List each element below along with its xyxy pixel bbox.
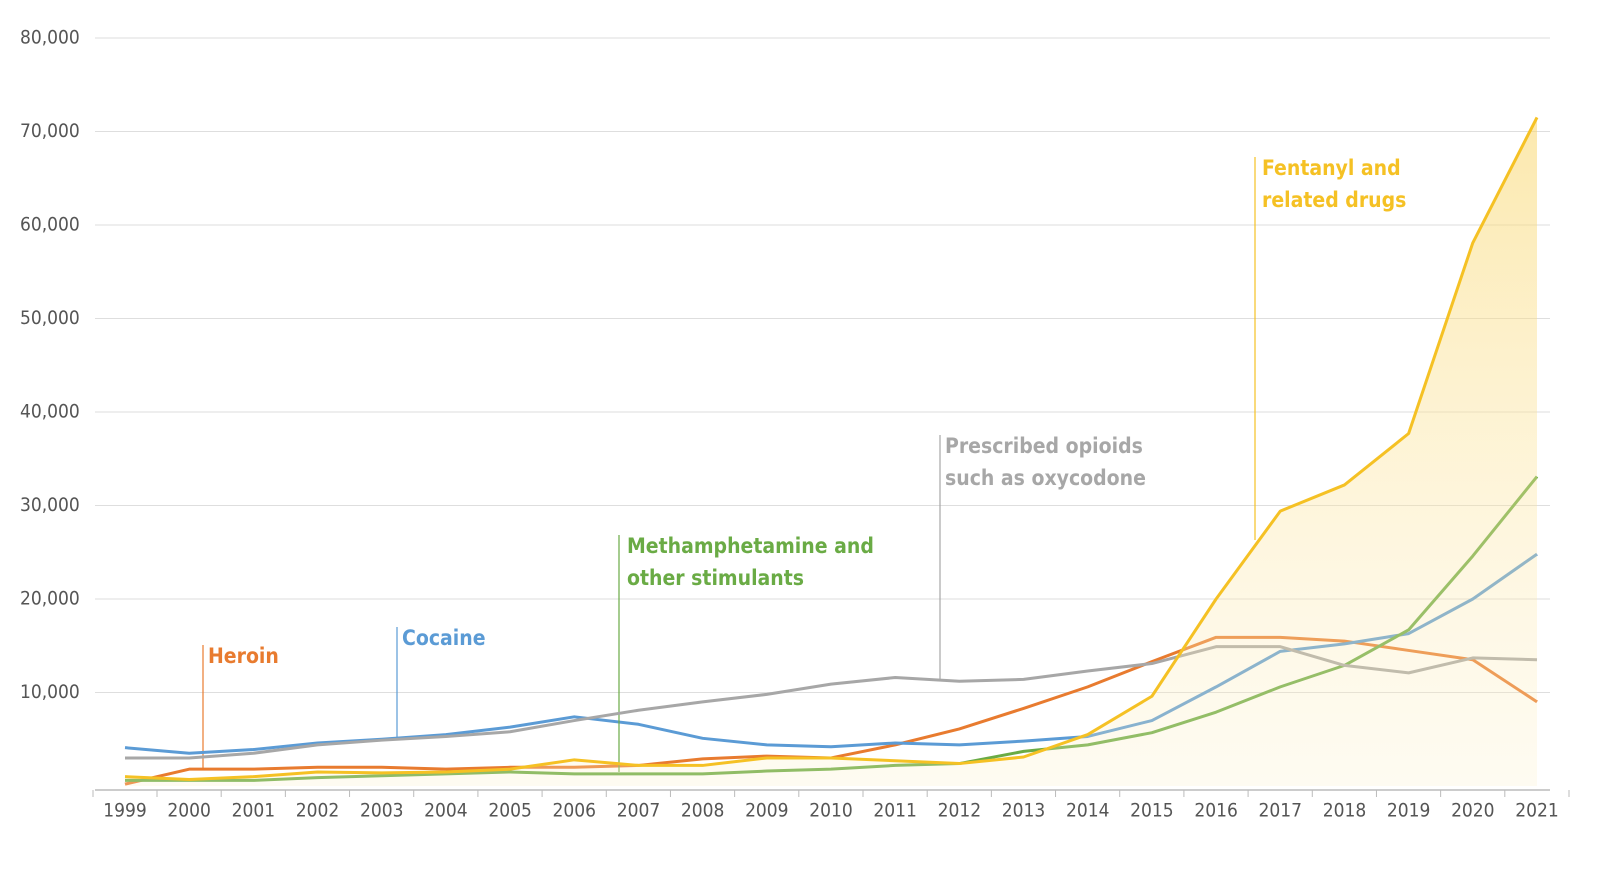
x-tick-label: 2005 [488, 800, 532, 822]
series-label: Methamphetamine and other stimulants [627, 534, 874, 590]
x-tick-label: 2007 [617, 800, 661, 822]
x-tick-label: 2008 [681, 800, 725, 822]
x-tick-label: 2015 [1130, 800, 1174, 822]
x-tick-label: 2004 [424, 800, 468, 822]
series-line [124, 116, 1539, 781]
x-tick-label: 2009 [745, 800, 789, 822]
x-tick-label: 2021 [1515, 800, 1559, 822]
y-tick-label: 10,000 [20, 681, 80, 703]
x-tick-label: 2014 [1066, 800, 1110, 822]
y-tick-label: 30,000 [20, 494, 80, 516]
y-tick-label: 70,000 [20, 120, 80, 142]
x-tick-label: 2006 [553, 800, 597, 822]
x-tick-label: 2003 [360, 800, 404, 822]
x-tick-label: 2013 [1002, 800, 1046, 822]
y-tick-label: 60,000 [20, 214, 80, 236]
x-tick-label: 2019 [1387, 800, 1431, 822]
series-label: Fentanyl and related drugs [1262, 156, 1407, 212]
x-tick-label: 2012 [938, 800, 982, 822]
y-tick-label: 50,000 [20, 307, 80, 329]
x-tick-label: 1999 [103, 800, 147, 822]
x-tick-label: 2010 [809, 800, 853, 822]
series-label: Heroin [208, 644, 279, 668]
x-tick-label: 2016 [1194, 800, 1238, 822]
x-tick-label: 2018 [1323, 800, 1367, 822]
series-label: Prescribed opioids such as oxycodone [945, 434, 1146, 490]
x-tick-label: 2000 [167, 800, 211, 822]
y-tick-label: 40,000 [20, 401, 80, 423]
area [125, 117, 1537, 787]
x-tick-label: 2017 [1259, 800, 1303, 822]
y-tick-label: 80,000 [20, 27, 80, 49]
x-tick-label: 2020 [1451, 800, 1495, 822]
x-tick-label: 2011 [873, 800, 917, 822]
y-tick-label: 20,000 [20, 588, 80, 610]
series-label: Cocaine [402, 626, 486, 650]
x-tick-label: 2002 [296, 800, 340, 822]
x-tick-label: 2001 [232, 800, 276, 822]
